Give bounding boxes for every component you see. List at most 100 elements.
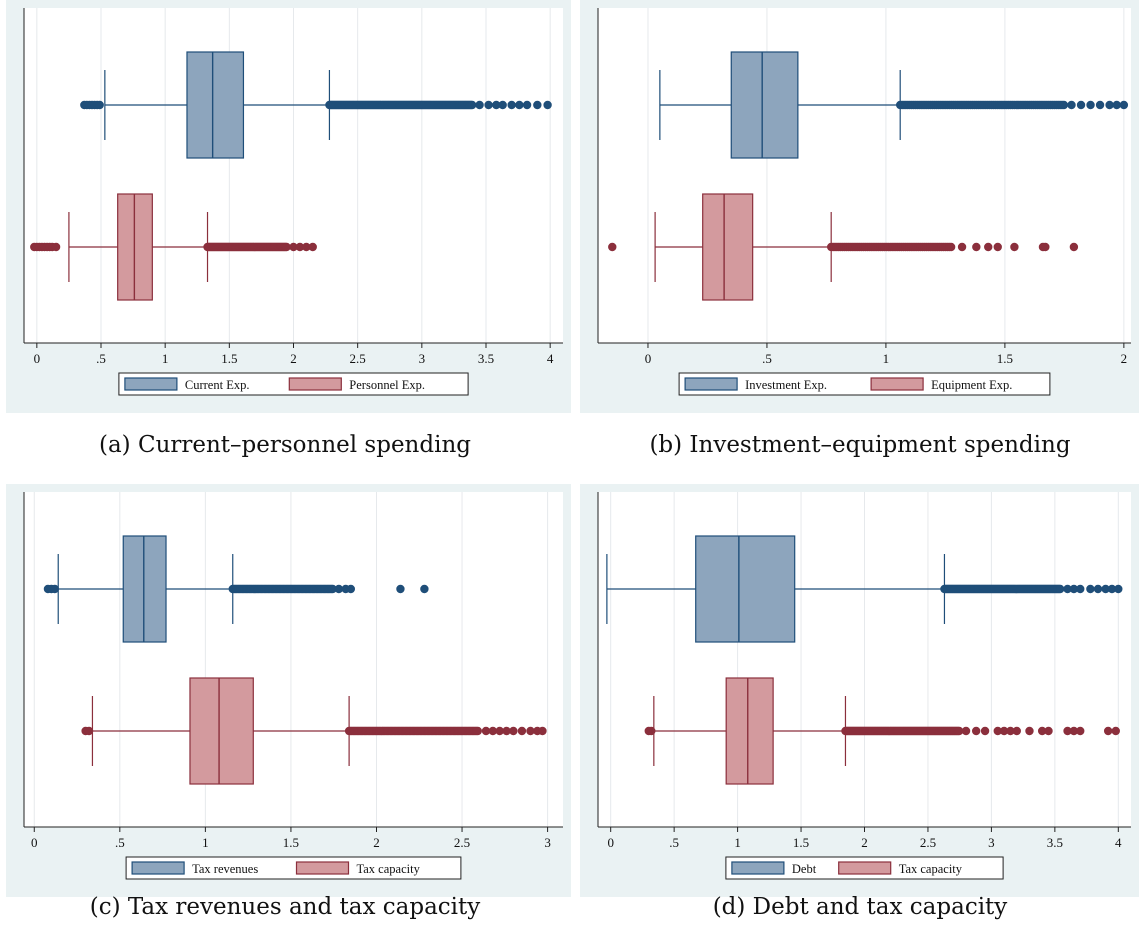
legend-label: Tax revenues (192, 862, 258, 876)
x-tick-label: .5 (762, 351, 772, 366)
outlier-point (647, 726, 656, 736)
caption-d: (d) Debt and tax capacity (712, 894, 1008, 920)
outlier-point (1069, 726, 1079, 736)
outlier-point (517, 726, 527, 736)
legend-label: Current Exp. (185, 378, 250, 392)
chart-svg-b: 0 .5 1 1.5 2 Investment Exp. Equipment Exp. (597, 8, 1131, 396)
box-iqr (186, 51, 245, 159)
x-tick-label: 1 (162, 351, 169, 366)
outlier-point (328, 584, 337, 594)
box-series-1 (644, 677, 1120, 785)
outlier-point (334, 584, 344, 594)
chart-panel-a: 0 .5 1 1.5 2 2.5 3 3.5 4 Current Exp. Personnel Ex… (6, 0, 571, 413)
x-tick-label: 3 (544, 835, 551, 850)
outlier-point (1076, 100, 1086, 110)
outlier-point (473, 726, 482, 736)
box-iqr (189, 677, 254, 785)
outlier-point (1076, 584, 1085, 594)
outlier-point (1105, 100, 1114, 110)
x-tick-label: 0 (31, 835, 38, 850)
box-iqr (725, 677, 774, 785)
legend-swatch (124, 377, 178, 391)
outlier-point (509, 726, 518, 736)
outlier-point (1119, 100, 1129, 110)
x-tick-label: 1.5 (221, 351, 237, 366)
outlier-point (1025, 726, 1034, 736)
legend: Tax revenues Tax capacity (125, 856, 462, 880)
legend: Current Exp. Personnel Exp. (118, 372, 469, 396)
x-tick-label: 2 (373, 835, 380, 850)
x-tick-label: 2.5 (920, 835, 936, 850)
outlier-point (993, 726, 1002, 736)
x-tick-label: 4 (1115, 835, 1122, 850)
outlier-point (1086, 584, 1095, 594)
outlier-point (84, 726, 94, 736)
outlier-point (538, 726, 547, 736)
legend: Investment Exp. Equipment Exp. (678, 372, 1051, 396)
caption-a: (a) Current–personnel spending (99, 432, 471, 458)
outlier-point (1076, 726, 1085, 736)
outlier-point (1069, 584, 1079, 594)
outlier-point (515, 100, 524, 110)
outlier-point (533, 100, 542, 110)
outlier-point (526, 726, 535, 736)
outlier-point (1111, 726, 1120, 736)
box-series-1 (81, 677, 547, 785)
legend-label: Debt (792, 862, 817, 876)
x-tick-label: 1.5 (997, 351, 1013, 366)
legend-swatch (288, 377, 342, 391)
outlier-point (1101, 584, 1110, 594)
x-tick-label: 1.5 (283, 835, 299, 850)
outlier-point (495, 726, 504, 736)
outlier-point (302, 242, 311, 252)
x-tick-label: 1.5 (793, 835, 809, 850)
outlier-point (507, 100, 516, 110)
legend-label: Investment Exp. (745, 378, 827, 392)
x-tick-label: 1 (202, 835, 209, 850)
outlier-point (467, 100, 477, 110)
outlier-point (971, 726, 981, 736)
x-tick-label: 2.5 (350, 351, 366, 366)
legend-swatch (131, 861, 185, 875)
legend-label: Tax capacity (899, 862, 963, 876)
outlier-point (1063, 584, 1072, 594)
outlier-point (488, 726, 498, 736)
outlier-point (1055, 584, 1065, 594)
outlier-point (972, 242, 981, 252)
x-tick-label: 1 (883, 351, 890, 366)
x-tick-label: .5 (115, 835, 125, 850)
x-tick-label: 3 (988, 835, 995, 850)
outlier-point (946, 242, 956, 252)
box-series-0 (606, 535, 1123, 643)
outlier-point (481, 726, 491, 736)
x-tick-label: .5 (669, 835, 679, 850)
outlier-point (961, 726, 971, 736)
chart-panel-b: 0 .5 1 1.5 2 Investment Exp. Equipment Exp. (580, 0, 1139, 413)
box-series-0 (659, 51, 1129, 159)
box-iqr (730, 51, 799, 159)
outlier-point (984, 242, 993, 252)
box-iqr (122, 535, 167, 643)
x-tick-label: 0 (34, 351, 41, 366)
x-tick-label: 4 (547, 351, 554, 366)
x-tick-label: 2 (290, 351, 297, 366)
outlier-point (1006, 726, 1015, 736)
plot-area (598, 8, 1131, 343)
legend-box (125, 856, 462, 880)
chart-svg-c: 0 .5 1 1.5 2 2.5 3 Tax revenues Tax capacity (23, 492, 563, 880)
outlier-point (1041, 242, 1050, 252)
legend-swatch (684, 377, 738, 391)
outlier-point (95, 100, 104, 110)
legend-swatch (838, 861, 892, 875)
outlier-point (1093, 584, 1103, 594)
legend-swatch (731, 861, 785, 875)
outlier-point (396, 584, 405, 594)
box-series-0 (43, 535, 429, 643)
x-tick-label: 2.5 (454, 835, 470, 850)
box-series-1 (608, 193, 1079, 301)
caption-c: (c) Tax revenues and tax capacity (89, 894, 481, 920)
outlier-point (1107, 584, 1117, 594)
outlier-point (980, 726, 990, 736)
outlier-point (608, 242, 617, 252)
outlier-point (282, 242, 291, 252)
